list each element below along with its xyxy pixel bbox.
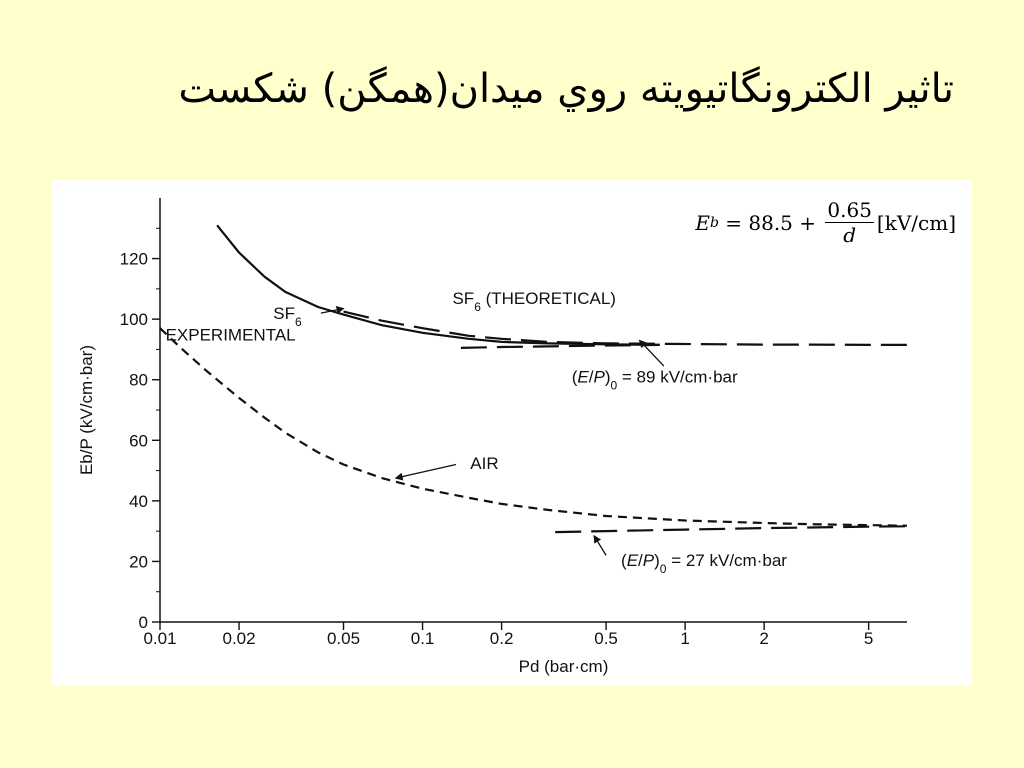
annotation-part: 0 <box>611 379 618 393</box>
x-tick-label: 1 <box>680 629 689 648</box>
x-tick-label: 0.02 <box>222 629 255 648</box>
formula-eq: = 88.5 + <box>718 210 823 235</box>
annotation-part: ( <box>621 551 627 570</box>
y-tick-label: 100 <box>120 310 148 329</box>
x-tick-label: 2 <box>759 629 768 648</box>
annotation-arrow <box>593 534 607 556</box>
x-tick-label: 0.2 <box>490 629 514 648</box>
annotation-arrow <box>320 305 345 314</box>
x-tick-label: 0.01 <box>143 629 176 648</box>
series-line <box>343 310 907 346</box>
formula-denominator: d <box>843 223 857 247</box>
series-line <box>460 343 660 349</box>
formula-unit: [kV/cm] <box>876 210 956 235</box>
series-line <box>216 224 660 346</box>
annotation-part: P <box>593 368 605 387</box>
y-tick-label: 80 <box>129 371 148 390</box>
annotation-part: SF <box>452 289 474 308</box>
annotation-part: ) <box>605 368 611 387</box>
formula-lhs-sub: b <box>709 214 719 231</box>
x-tick-label: 0.05 <box>327 629 360 648</box>
formula-fraction: 0.65 d <box>825 198 874 247</box>
annotation-label: SF6 (THEORETICAL) <box>452 289 615 314</box>
annotation-sub: 6 <box>295 315 302 329</box>
annotation-part: ) <box>654 551 660 570</box>
annotation-part: = 27 kV/cm·bar <box>666 551 787 570</box>
annotation-label: SF6 <box>273 304 302 329</box>
slide-title: تاثير الكترونگاتيويته روي ميدان(همگن) شك… <box>178 66 954 112</box>
annotation-arrow <box>394 463 457 481</box>
annotation-label: (E/P)0 = 89 kV/cm·bar <box>572 368 738 393</box>
x-axis-title: Pd (bar·cm) <box>519 657 609 676</box>
annotation-part: E <box>627 551 639 570</box>
y-tick-label: 20 <box>129 552 148 571</box>
annotation-part: / <box>589 368 594 387</box>
annotation-part: ( <box>572 368 578 387</box>
x-tick-label: 0.1 <box>411 629 435 648</box>
annotation-part: (THEORETICAL) <box>481 289 616 308</box>
y-tick-label: 40 <box>129 492 148 511</box>
y-tick-label: 0 <box>139 613 148 632</box>
x-tick-label: 5 <box>864 629 873 648</box>
y-tick-label: 120 <box>120 250 148 269</box>
annotation-part: / <box>638 551 643 570</box>
annotation-part: SF <box>273 304 295 323</box>
y-tick-label: 60 <box>129 431 148 450</box>
annotation-label: AIR <box>470 454 498 473</box>
formula-lhs: E <box>695 210 710 235</box>
annotation-part: E <box>577 368 589 387</box>
annotation-part: P <box>643 551 655 570</box>
formula-numerator: 0.65 <box>825 198 874 223</box>
annotation-label: EXPERIMENTAL <box>166 325 296 344</box>
annotation-sub: 6 <box>474 300 481 314</box>
annotation-part: EXPERIMENTAL <box>166 325 296 344</box>
series-line <box>555 525 908 534</box>
annotation-part: = 89 kV/cm·bar <box>617 368 738 387</box>
annotation-label: (E/P)0 = 27 kV/cm·bar <box>621 551 787 576</box>
annotation-part: AIR <box>470 454 498 473</box>
chart-figure: 0 20 40 60 80 100 120 0.01 0.02 0.05 0.1 0.2 0.5 1 2 5 P… <box>52 180 972 686</box>
annotation-part: 0 <box>660 562 667 576</box>
annotation-arrow <box>638 339 665 367</box>
series-line <box>159 327 908 527</box>
x-tick-label: 0.5 <box>594 629 618 648</box>
y-axis-title: Eb/P (kV/cm·bar) <box>77 345 96 475</box>
